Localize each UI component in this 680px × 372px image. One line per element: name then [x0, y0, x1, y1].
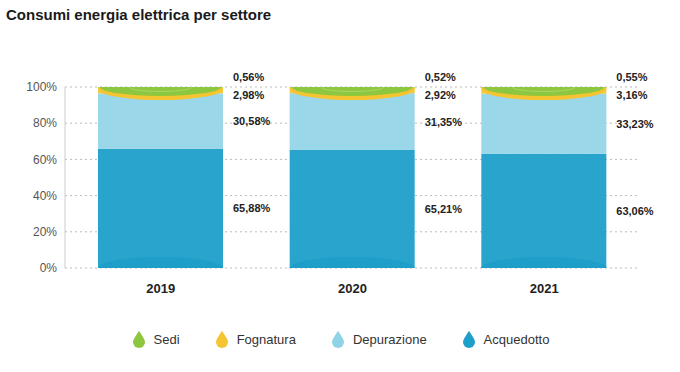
svg-text:65,21%: 65,21% [425, 203, 463, 215]
svg-text:2,92%: 2,92% [425, 89, 456, 101]
svg-text:2,98%: 2,98% [233, 89, 264, 101]
svg-text:3,16%: 3,16% [616, 89, 647, 101]
svg-text:33,23%: 33,23% [616, 118, 654, 130]
svg-text:2021: 2021 [530, 281, 559, 296]
html-text:Fognatura: Fognatura [236, 331, 296, 347]
svg-text:31,35%: 31,35% [425, 116, 463, 128]
html-text:Consumi energia elettrica per: Consumi energia elettrica per settore [6, 6, 272, 23]
svg-text:0,52%: 0,52% [425, 71, 456, 83]
svg-text:60%: 60% [33, 153, 57, 167]
svg-text:40%: 40% [33, 189, 57, 203]
html-text:Sedi: Sedi [153, 331, 180, 347]
svg-text:20%: 20% [33, 225, 57, 239]
svg-text:80%: 80% [33, 116, 57, 130]
html-text:Depurazione: Depurazione [352, 331, 427, 347]
svg-text:0,55%: 0,55% [616, 71, 647, 83]
html-text:Acquedotto: Acquedotto [483, 331, 550, 347]
svg-text:0%: 0% [40, 261, 58, 275]
svg-text:65,88%: 65,88% [233, 202, 271, 214]
svg-text:63,06%: 63,06% [616, 205, 654, 217]
svg-text:2019: 2019 [146, 281, 175, 296]
svg-text:0,56%: 0,56% [233, 71, 264, 83]
svg-text:30,58%: 30,58% [233, 115, 271, 127]
svg-text:100%: 100% [26, 80, 57, 94]
svg-text:2020: 2020 [338, 281, 367, 296]
